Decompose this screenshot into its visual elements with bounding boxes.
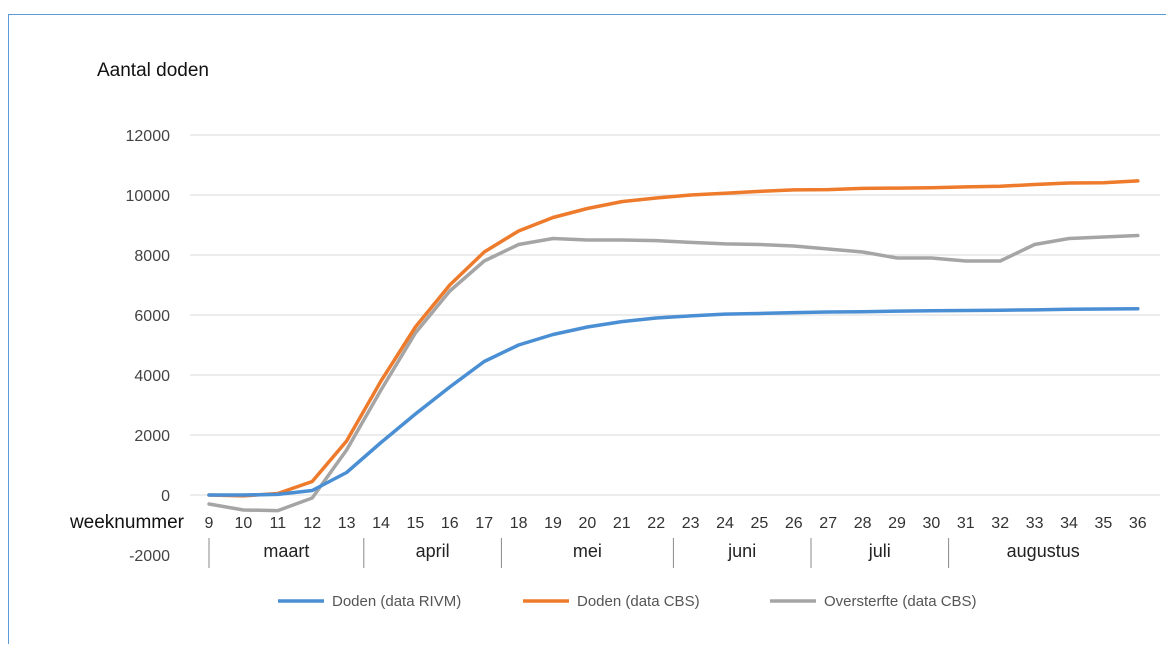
month-label: april	[416, 541, 450, 561]
x-tick-label: 9	[205, 515, 214, 532]
month-label: augustus	[1007, 541, 1080, 561]
legend-label: Doden (data RIVM)	[332, 593, 461, 610]
legend-label: Oversterfte (data CBS)	[824, 593, 977, 610]
month-label: juni	[727, 541, 756, 561]
y-tick-label: 6000	[134, 308, 170, 325]
month-label: mei	[573, 541, 602, 561]
x-tick-label: 10	[235, 515, 253, 532]
series-line	[207, 179, 1140, 498]
x-tick-label: 19	[544, 515, 562, 532]
x-axis-label: weeknummer	[69, 512, 185, 533]
x-tick-label: 31	[957, 515, 975, 532]
x-tick-label: 15	[407, 515, 425, 532]
x-tick-label: 25	[751, 515, 769, 532]
x-tick-label: 23	[682, 515, 700, 532]
y-tick-label: 12000	[126, 128, 171, 145]
x-tick-label: 11	[269, 515, 286, 532]
y-tick-labels: -2000 0 2000 4000 6000 8000 10000 12000	[126, 128, 171, 565]
x-tick-label: 18	[510, 515, 528, 532]
series-line	[207, 233, 1140, 513]
x-tick-label: 20	[579, 515, 597, 532]
x-tick-label: 33	[1026, 515, 1044, 532]
x-tick-label: 13	[338, 515, 356, 532]
legend-label: Doden (data CBS)	[577, 593, 700, 610]
gridlines	[190, 134, 1160, 496]
y-tick-label: 10000	[126, 188, 171, 205]
x-tick-label: 22	[647, 515, 665, 532]
chart-frame	[8, 14, 1166, 644]
series-lines	[207, 179, 1140, 513]
x-tick-label: 34	[1060, 515, 1078, 532]
x-tick-label: 21	[613, 515, 631, 532]
x-tick-label: 17	[475, 515, 493, 532]
x-tick-label: 29	[888, 515, 906, 532]
x-tick-label: 28	[854, 515, 872, 532]
x-tick-label: 12	[303, 515, 321, 532]
x-tick-label: 24	[716, 515, 734, 532]
month-label: juli	[868, 541, 891, 561]
x-tick-label: 14	[372, 515, 390, 532]
month-labels: maart april mei juni juli augustus	[208, 538, 1080, 568]
month-label: maart	[263, 541, 309, 561]
legend: Doden (data RIVM) Doden (data CBS) Overste…	[278, 593, 977, 610]
y-tick-label: -2000	[129, 548, 170, 565]
x-tick-label: 30	[923, 515, 941, 532]
x-tick-label: 26	[785, 515, 803, 532]
x-tick-label: 36	[1129, 515, 1147, 532]
x-tick-label: 16	[441, 515, 459, 532]
x-tick-label: 27	[819, 515, 837, 532]
y-tick-label: 8000	[134, 248, 170, 265]
x-tick-label: 35	[1095, 515, 1113, 532]
y-tick-label: 0	[161, 488, 170, 505]
y-tick-label: 2000	[134, 428, 170, 445]
x-tick-label: 32	[991, 515, 1009, 532]
y-axis-label: Aantal doden	[97, 60, 209, 81]
y-tick-label: 4000	[134, 368, 170, 385]
x-tick-labels: 9 10 11 12 13 14 15 16 17 18 19 20 21 22 23 24 25 26 27 28 2…	[205, 515, 1147, 532]
series-line	[207, 306, 1140, 497]
